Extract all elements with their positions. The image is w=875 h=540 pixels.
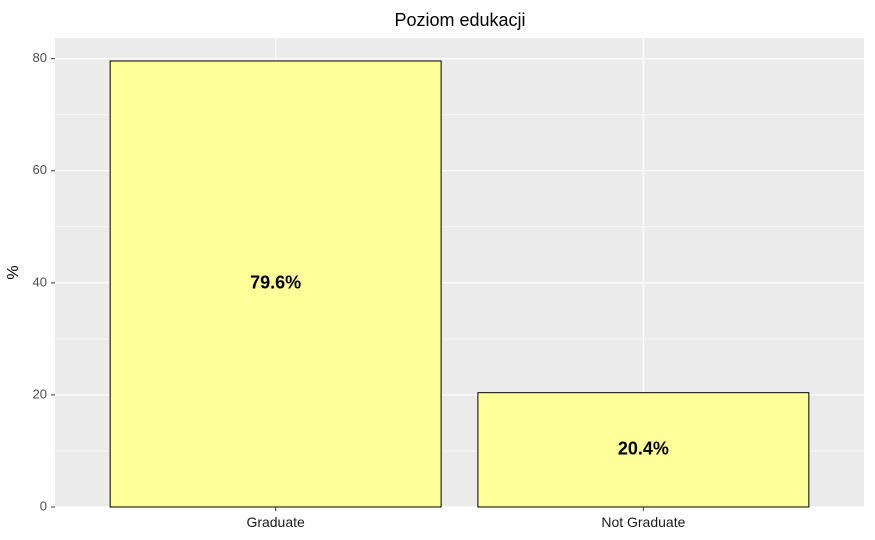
y-axis: 0 20 40 60 80 [33, 50, 55, 513]
bars [109, 60, 810, 508]
y-tick-label: 0 [40, 498, 47, 513]
bar-value-label: 79.6% [250, 273, 301, 293]
data-labels: 79.6% 20.4% [250, 273, 669, 459]
y-tick-label: 40 [33, 274, 47, 289]
y-tick-label: 60 [33, 162, 47, 177]
y-tick-label: 80 [33, 50, 47, 65]
bar-value-label: 20.4% [618, 439, 669, 459]
x-axis: Graduate Not Graduate [246, 507, 686, 530]
y-axis-label: % [5, 265, 22, 279]
x-tick-label: Graduate [246, 514, 305, 530]
bar-graduate [109, 60, 442, 508]
y-tick-label: 20 [33, 386, 47, 401]
chart-title: Poziom edukacji [394, 10, 525, 30]
x-tick-label: Not Graduate [601, 514, 685, 530]
bar-not-graduate [477, 392, 810, 508]
